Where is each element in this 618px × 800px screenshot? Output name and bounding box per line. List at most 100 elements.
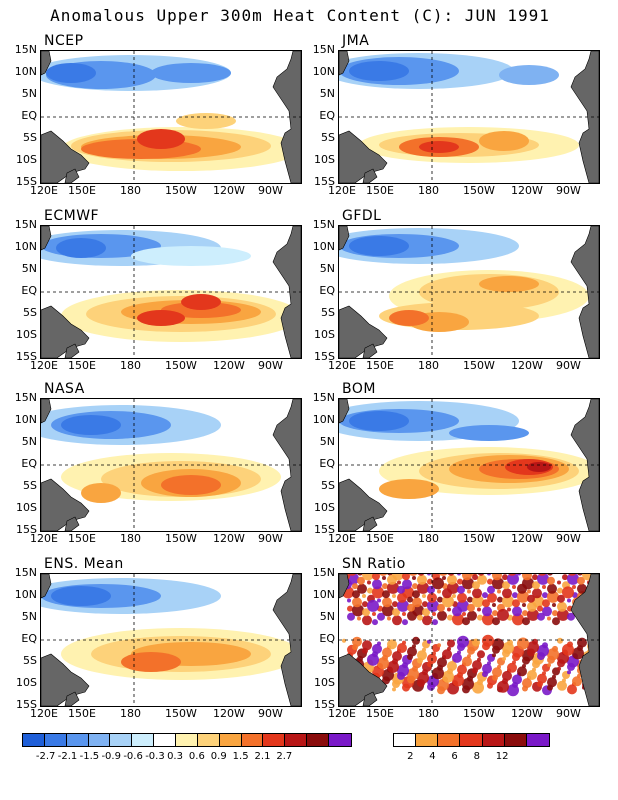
sn-ratio-cell [522,617,530,626]
anomaly-contour [176,113,236,129]
sn-ratio-cell [457,585,465,594]
sn-ratio-cell [442,649,452,660]
anomaly-contour [499,65,559,85]
sn-ratio-cell [362,615,372,626]
latitude-tick-label: 5S [321,131,335,144]
colorbar-tick-label: 6 [451,751,458,762]
landmass-americas [570,574,599,706]
longitude-tick-label: 150E [68,707,96,720]
sn-ratio-cell [442,670,454,683]
longitude-tick-label: 180 [418,707,439,720]
latitude-tick-label: EQ [21,632,37,645]
sn-ratio-cell [407,675,415,684]
sn-ratio-cell [417,574,425,576]
sn-ratio-cell [357,583,367,594]
sn-ratio-cell [552,617,560,626]
latitude-tick-label: 5N [319,262,335,275]
sn-ratio-cell [492,577,504,590]
landmass-new-guinea [41,130,90,183]
sn-ratio-cell [477,574,485,576]
sn-ratio-cell [407,603,415,612]
colorbar-swatch [176,734,198,746]
landmass-americas [272,399,301,531]
sn-ratio-cell [392,615,402,626]
colorbar-tick-label: 8 [473,751,480,762]
sn-ratio-cell [522,574,532,581]
colorbar-swatch [307,734,330,746]
sn-ratio-cell [422,594,426,598]
sn-ratio-cell [532,588,542,599]
landmass-americas [570,399,599,531]
latitude-tick-label: 15S [314,698,335,711]
colorbar-swatch [482,734,505,746]
sn-ratio-cell [382,583,388,590]
sn-ratio-cell [562,643,574,656]
colorbar-swatch [394,734,417,746]
figure-title: Anomalous Upper 300m Heat Content (C): J… [50,6,550,25]
sn-ratio-cell [527,608,539,621]
landmass-philippines [41,399,52,424]
sn-ratio-cell [522,603,526,607]
sn-ratio-cell [557,666,561,671]
latitude-tick-label: 15S [314,350,335,363]
panel-title: SN Ratio [342,556,406,572]
longitude-tick-label: 120E [328,707,356,720]
map-panel [40,398,302,532]
sn-ratio-cell [387,581,399,594]
longitude-tick-label: 90W [258,359,283,372]
sn-ratio-cell [342,638,346,643]
colorbar-swatch [241,734,264,746]
sn-ratio-cell [447,574,457,585]
sn-ratio-cell [538,574,546,576]
sn-ratio-cell [407,610,417,621]
latitude-tick-label: 15N [312,566,335,579]
landmass-new-guinea [339,478,388,531]
sn-ratio-cell [347,612,355,621]
colorbar-swatch [526,734,549,746]
colorbar-tick-label: -2.1 [57,751,78,762]
latitude-tick-label: 15S [16,698,37,711]
sn-ratio-cell [417,657,423,664]
longitude-tick-label: 180 [120,707,141,720]
sn-ratio-cell [492,603,496,607]
colorbar-swatch [154,734,177,746]
sn-ratio-cell [537,652,545,661]
sn-ratio-cell [577,574,583,576]
sn-ratio-cell [482,642,490,651]
landmass-philippines [339,226,350,251]
sn-ratio-cell [462,612,466,616]
longitude-tick-label: 120W [213,707,245,720]
anomaly-contour [121,652,181,672]
sn-ratio-cell [438,574,448,576]
sn-ratio-cell [412,636,420,645]
latitude-tick-label: 15S [16,175,37,188]
sn-ratio-cell [507,607,511,612]
sn-ratio-cell [502,581,510,590]
sn-ratio-cell [527,601,537,612]
sn-ratio-cell [542,606,552,617]
sn-ratio-cell [522,610,528,617]
longitude-tick-label: 150E [366,532,394,545]
longitude-tick-label: 150W [165,359,197,372]
sn-ratio-cell [512,613,524,626]
sn-ratio-cell [437,589,441,594]
sn-ratio-cell [557,608,569,621]
anomaly-contour [449,425,529,441]
longitude-tick-label: 120E [328,532,356,545]
sn-ratio-cell [382,676,390,685]
landmass-new-guinea [41,305,90,358]
sn-ratio-cell [492,574,502,581]
anomaly-contour [137,129,185,149]
sn-ratio-cell [477,614,483,621]
latitude-tick-label: 5N [21,262,37,275]
latitude-tick-label: 5S [23,306,37,319]
sn-ratio-cell [452,674,464,687]
sn-ratio-cell [437,603,445,612]
colorbar-swatch [438,734,461,746]
sn-ratio-cell [407,654,413,660]
sn-ratio-cell [408,574,418,576]
sn-ratio-cell [372,586,384,599]
sn-ratio-cell [467,603,475,612]
longitude-tick-label: 90W [556,707,581,720]
sn-ratio-cell [457,574,461,576]
